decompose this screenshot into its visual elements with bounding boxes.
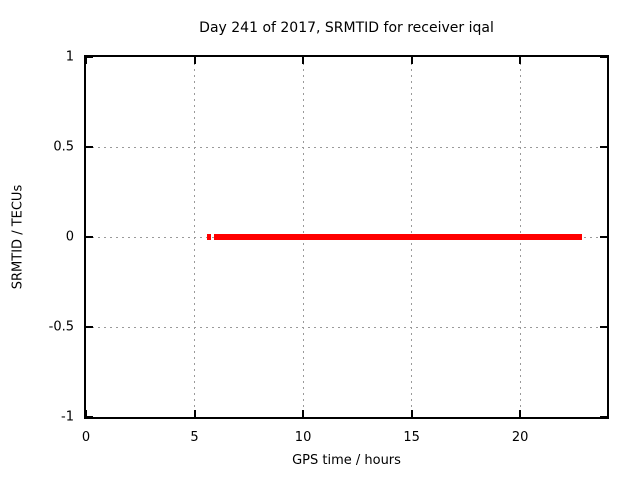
y-tick-label: -0.5 [48,319,74,335]
y-tick-mark [86,416,93,418]
y-tick-mark [600,146,607,148]
y-tick-label: -1 [61,409,74,425]
y-tick-label: 0.5 [53,139,74,155]
x-tick-mark [85,410,87,417]
y-tick-label: 1 [65,49,74,65]
x-tick-label: 10 [294,430,312,445]
y-tick-label: 0 [65,229,74,245]
x-tick-mark [193,57,196,64]
x-tick-mark [193,410,196,417]
y-tick-mark [600,326,607,328]
x-tick-mark [519,410,522,417]
series-line-segment [213,234,583,240]
y-gridline [86,146,607,148]
x-tick-mark [519,57,522,64]
y-tick-mark [86,56,93,58]
y-tick-mark [600,416,607,418]
x-tick-mark [85,57,87,64]
x-tick-mark [302,410,305,417]
y-tick-mark [600,236,607,238]
y-gridline [86,326,607,328]
x-tick-mark [302,57,305,64]
y-tick-mark [86,146,93,148]
x-tick-label: 20 [511,430,529,445]
series-line-segment [206,234,212,240]
y-tick-mark [86,326,93,328]
x-tick-label: 5 [190,430,199,445]
x-axis-label: GPS time / hours [292,453,401,468]
x-tick-mark [410,410,413,417]
x-tick-label: 15 [403,430,420,445]
y-tick-mark [86,236,93,238]
x-tick-mark [410,57,413,64]
y-tick-mark [600,56,607,58]
x-tick-label: 0 [81,430,91,445]
plot-area [84,55,609,419]
chart-title: Day 241 of 2017, SRMTID for receiver iqa… [199,20,494,36]
